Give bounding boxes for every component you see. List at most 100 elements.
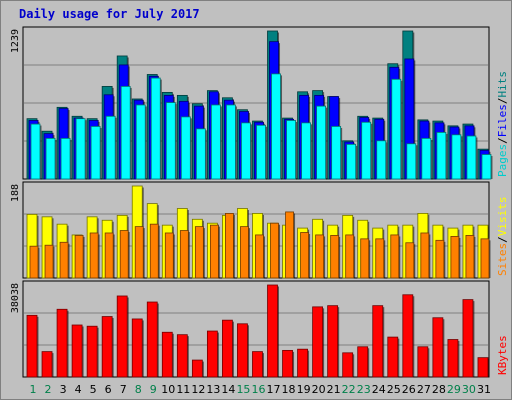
y-max-label: 38038 <box>10 283 21 313</box>
x-tick-label-day-10: 10 <box>161 383 175 396</box>
bar-pages-day-3 <box>60 137 71 180</box>
bar-sites-day-12 <box>194 226 204 279</box>
bar-kbytes-day-3 <box>56 308 68 378</box>
legend: KBytes <box>496 335 509 375</box>
bar-kbytes-day-1 <box>26 314 38 378</box>
bar-pages-day-10 <box>165 102 176 180</box>
bar-kbytes-day-10 <box>161 331 173 378</box>
legend-entry: Sites <box>496 243 509 276</box>
bar-pages-day-24 <box>376 140 387 180</box>
legend: Pages/Files/Hits <box>496 71 509 177</box>
bar-pages-day-23 <box>361 121 372 180</box>
legend-entry: Files <box>496 104 509 137</box>
bar-kbytes-day-14 <box>222 319 233 378</box>
bar-kbytes-day-31 <box>477 357 489 378</box>
x-tick-label-day-9: 9 <box>150 383 157 396</box>
panel-kbytes: 38038 KBytes <box>10 280 509 378</box>
x-tick-label-day-27: 27 <box>417 383 431 396</box>
bar-pages-day-29 <box>451 134 462 180</box>
bar-pages-day-26 <box>406 143 417 180</box>
bar-sites-day-19 <box>300 232 309 279</box>
bar-sites-day-27 <box>420 232 430 279</box>
bar-pages-day-19 <box>301 122 311 180</box>
bar-kbytes-day-5 <box>86 325 98 378</box>
bar-pages-day-2 <box>45 137 56 180</box>
bar-kbytes-day-8 <box>131 318 143 378</box>
bar-sites-day-8 <box>134 226 144 279</box>
bar-kbytes-day-20 <box>312 306 324 378</box>
legend-entry: / <box>496 236 509 243</box>
bar-sites-day-31 <box>480 238 490 279</box>
x-tick-label-day-1: 1 <box>30 383 37 396</box>
bar-sites-day-22 <box>345 234 355 279</box>
chart-title: Daily usage for July 2017 <box>19 7 200 21</box>
bar-sites-day-23 <box>360 238 370 279</box>
bar-pages-day-11 <box>180 116 191 180</box>
bar-pages-day-17 <box>271 73 281 180</box>
bar-pages-day-27 <box>421 137 432 180</box>
bar-sites-day-7 <box>119 230 129 279</box>
bar-sites-day-6 <box>104 232 114 279</box>
bar-sites-day-2 <box>44 244 54 279</box>
x-tick-label-day-18: 18 <box>282 383 296 396</box>
x-tick-label-day-19: 19 <box>297 383 311 396</box>
bar-pages-day-22 <box>346 143 357 180</box>
legend: Sites/Visits <box>496 197 509 277</box>
bar-pages-day-9 <box>150 77 161 180</box>
bar-pages-day-7 <box>120 86 131 180</box>
x-tick-label-day-26: 26 <box>402 383 416 396</box>
bar-kbytes-day-13 <box>206 330 218 378</box>
x-tick-label-day-29: 29 <box>447 383 461 396</box>
bar-sites-day-30 <box>465 235 475 279</box>
bar-sites-day-3 <box>59 241 69 279</box>
bar-sites-day-29 <box>450 236 460 279</box>
x-tick-label-day-6: 6 <box>105 383 112 396</box>
x-tick-label-day-25: 25 <box>387 383 401 396</box>
bar-kbytes-day-28 <box>432 317 444 378</box>
bar-pages-day-25 <box>391 78 402 180</box>
bar-pages-day-16 <box>256 124 266 180</box>
x-tick-label-day-31: 31 <box>477 383 491 396</box>
x-tick-label-day-30: 30 <box>462 383 476 396</box>
bar-sites-day-5 <box>89 232 99 279</box>
bar-pages-day-6 <box>105 115 116 180</box>
bar-sites-day-11 <box>179 230 189 279</box>
bar-kbytes-day-7 <box>116 295 128 378</box>
bar-kbytes-day-29 <box>447 339 459 378</box>
bar-sites-day-4 <box>74 235 84 279</box>
legend-entry: Hits <box>496 71 509 98</box>
legend-entry: Pages <box>496 144 509 177</box>
bar-kbytes-day-6 <box>101 316 113 378</box>
x-tick-label-day-24: 24 <box>372 383 386 396</box>
x-tick-label-day-8: 8 <box>135 383 142 396</box>
x-tick-label-day-23: 23 <box>357 383 371 396</box>
x-tick-label-day-15: 15 <box>236 383 250 396</box>
bar-kbytes-day-21 <box>327 305 339 378</box>
x-tick-label-day-2: 2 <box>45 383 52 396</box>
bar-kbytes-day-27 <box>417 346 429 378</box>
bar-pages-day-15 <box>241 122 251 180</box>
bar-sites-day-24 <box>375 238 385 279</box>
bar-sites-day-18 <box>285 211 294 279</box>
bar-sites-day-21 <box>330 235 340 279</box>
bar-pages-day-28 <box>436 132 447 180</box>
bar-pages-day-20 <box>316 105 327 180</box>
bar-pages-day-5 <box>90 126 101 180</box>
x-tick-label-day-22: 22 <box>342 383 356 396</box>
bar-kbytes-day-26 <box>402 294 414 378</box>
x-tick-label-day-17: 17 <box>267 383 281 396</box>
bar-pages-day-12 <box>195 128 206 180</box>
bar-sites-day-28 <box>435 239 445 279</box>
x-axis-labels: 1 2 3 4 5 6 7 8 9 10 11 12 13 14 15 16 17 18 19 20 21 22 23 24 2… <box>30 383 491 396</box>
bar-kbytes-day-12 <box>191 359 203 378</box>
panel-visits-sites: 188 Sites/Visits <box>10 181 509 279</box>
bar-pages-day-30 <box>466 135 477 180</box>
bar-kbytes-day-30 <box>462 299 474 378</box>
bar-pages-day-8 <box>135 104 146 180</box>
x-tick-label-day-4: 4 <box>75 383 82 396</box>
bar-sites-day-25 <box>390 234 400 279</box>
y-max-label: 188 <box>10 184 21 202</box>
bar-pages-day-14 <box>226 104 236 180</box>
bar-kbytes-day-9 <box>146 301 158 378</box>
